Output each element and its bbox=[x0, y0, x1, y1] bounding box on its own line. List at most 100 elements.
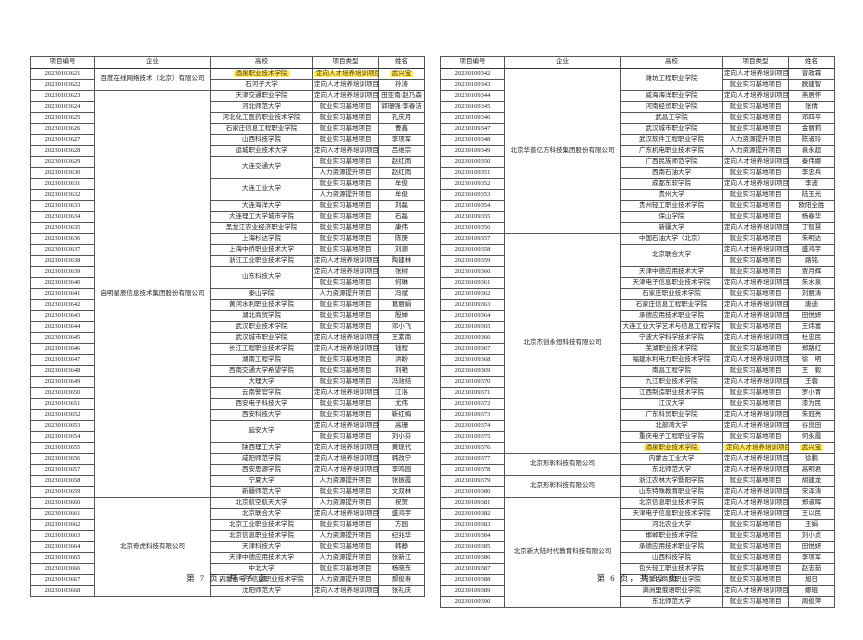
person-name-cell: 漆为民 bbox=[788, 398, 835, 410]
school-cell: 承德应用技术职业学院 bbox=[620, 541, 723, 553]
school-cell: 西安思源学院 bbox=[210, 464, 313, 476]
project-id-cell: 20230103653 bbox=[30, 420, 95, 432]
person-name-cell: 郑淑晖 bbox=[788, 497, 835, 509]
project-type-cell: 就业实习基地项目 bbox=[312, 156, 379, 168]
school-cell: 北部湾大学 bbox=[620, 420, 723, 432]
project-id-cell: 20230103638 bbox=[30, 255, 95, 267]
project-id-cell: 20230109344 bbox=[440, 90, 505, 102]
school-cell: 长江工程职业技术学院 bbox=[210, 343, 313, 355]
table-row: 20230109347 武汉城市职业学院 就业实习基地项目 金丽莉 bbox=[440, 123, 835, 135]
project-type-cell: 定向人才培养培训项目 bbox=[722, 486, 789, 498]
project-type-cell: 定向人才培养培训项目 bbox=[722, 68, 789, 80]
person-name-cell: 欧阳全胜 bbox=[788, 200, 835, 212]
table-row: 20230109357 北京杰创永恒科技有限公司 中国石油大学（北京） 就业实习基地项… bbox=[440, 233, 835, 454]
table-row: 20230103641 泰山学院 人力资源提升项目 冯斌 bbox=[30, 288, 425, 300]
person-name-cell: 张礼庆 bbox=[378, 585, 425, 597]
project-type-cell: 定向人才培养培训项目 bbox=[722, 453, 789, 465]
project-id-cell: 20230103645 bbox=[30, 332, 95, 344]
project-type-cell: 定向人才培养培训项目 bbox=[312, 508, 379, 520]
project-id-cell: 20230109384 bbox=[440, 530, 505, 542]
right-table-container: 项目编号 企业 高校 项目类型 姓名 20230109342 北京华普亿方科技集团… bbox=[440, 56, 835, 608]
project-type-cell: 定向人才培养培训项目 bbox=[722, 277, 789, 289]
person-name-cell: 康伟 bbox=[378, 222, 425, 234]
school-cell: 江汉大学 bbox=[620, 398, 723, 410]
person-name-cell: 钱程 bbox=[378, 343, 425, 355]
project-type-cell: 就业实习基地项目 bbox=[312, 398, 379, 410]
person-name-cell: 李项军 bbox=[378, 134, 425, 146]
school-cell: 大连海洋大学 bbox=[210, 200, 313, 212]
project-type-cell: 就业实习基地项目 bbox=[722, 112, 789, 124]
project-id-cell: 20230109390 bbox=[440, 596, 505, 608]
project-type-cell: 就业实习基地项目 bbox=[312, 299, 379, 311]
school-cell: 西安电子科技大学 bbox=[210, 398, 313, 410]
school-cell: 浙江工业职业技术学院 bbox=[210, 255, 313, 267]
project-type-cell: 就业实习基地项目 bbox=[312, 211, 379, 223]
project-id-cell: 20230103642 bbox=[30, 299, 95, 311]
school-cell: 山东特殊教育职业学院 bbox=[620, 486, 723, 498]
project-type-cell: 人力资源提升项目 bbox=[722, 145, 789, 157]
page-number-left: 第 7 页，共 75 页 bbox=[186, 573, 268, 583]
table-row: 20230103657 西安思源学院 定向人才培养培训项目 李鸣园 bbox=[30, 464, 425, 476]
table-row: 20230109384 邯郸职业技术学院 就业实习基地项目 刘小贞 bbox=[440, 530, 835, 542]
person-name-cell: 盛鸿宇 bbox=[378, 508, 425, 520]
person-name-cell: 江洛 bbox=[378, 387, 425, 399]
person-name-cell: 牟俊 bbox=[378, 178, 425, 190]
school-cell: 贵州轻工职业技术学院 bbox=[620, 200, 723, 212]
table-row: 20230103664 天津科技大学 就业实习基地项目 韩静 bbox=[30, 541, 425, 553]
school-cell: 山西科技学院 bbox=[210, 134, 313, 146]
project-id-cell: 20230103628 bbox=[30, 145, 95, 157]
col-header-project-type: 项目类型 bbox=[312, 56, 379, 69]
project-type-cell: 定向人才培养培训项目 bbox=[722, 376, 789, 388]
person-name-cell: 李项军 bbox=[788, 552, 835, 564]
project-type-cell: 就业实习基地项目 bbox=[312, 365, 379, 377]
project-type-cell: 定向人才培养培训项目 bbox=[312, 343, 379, 355]
project-type-cell: 就业实习基地项目 bbox=[312, 200, 379, 212]
project-type-cell: 就业实习基地项目 bbox=[722, 431, 789, 443]
project-type-cell: 定向人才培养培训项目 bbox=[722, 585, 789, 597]
person-name-cell: 娜琨 bbox=[788, 585, 835, 597]
school-cell: 石家庄信息工程职业学院 bbox=[210, 123, 313, 135]
project-id-cell: 20230103629 bbox=[30, 156, 95, 168]
project-type-cell: 定向人才培养培训项目 bbox=[722, 497, 789, 509]
table-row: 20230109381 北京新大陆时代教育科技有限公司 北京信息职业技术学院 定向人才… bbox=[440, 497, 835, 608]
person-name-cell: 田悦妍 bbox=[788, 541, 835, 553]
project-type-cell: 就业实习基地项目 bbox=[312, 310, 379, 322]
table-row: 20230109385 承德应用技术职业学院 就业实习基地项目 田悦妍 bbox=[440, 541, 835, 553]
project-id-cell: 20230103657 bbox=[30, 464, 95, 476]
person-name-cell: 杜忠民 bbox=[788, 332, 835, 344]
person-name-cell: 冯效结 bbox=[378, 376, 425, 388]
col-header-project-id: 项目编号 bbox=[30, 56, 95, 69]
person-name-cell: 石磊 bbox=[378, 211, 425, 223]
project-type-cell: 定向人才培养培训项目 bbox=[312, 255, 379, 267]
project-type-cell: 就业实习基地项目 bbox=[722, 189, 789, 201]
person-name-cell: 孔庆月 bbox=[378, 112, 425, 124]
project-type-cell: 就业实习基地项目 bbox=[722, 398, 789, 410]
table-row: 20230109348 武汉软件工程职业学院 人力资源提升项目 陈淑玲 bbox=[440, 134, 835, 146]
person-name-cell: 曹鑫 bbox=[378, 123, 425, 135]
project-id-cell: 20230109383 bbox=[440, 519, 505, 531]
person-name-cell: 丁智慧 bbox=[788, 222, 835, 234]
school-cell: 满洲里俄语职业学院 bbox=[620, 585, 723, 597]
table-row: 20230109374 北部湾大学 定向人才培养培训项目 谷良田 bbox=[440, 420, 835, 432]
project-id-cell: 20230103652 bbox=[30, 409, 95, 421]
project-id-cell: 20230103656 bbox=[30, 453, 95, 465]
school-cell: 运城职业技术大学 bbox=[210, 145, 313, 157]
person-name-cell: 王娟 bbox=[788, 519, 835, 531]
table-row: 20230109383 河北农业大学 就业实习基地项目 王娟 bbox=[440, 519, 835, 531]
table-row: 20230103643 湖北商贸学院 就业实习基地项目 殷婵 bbox=[30, 310, 425, 322]
project-id-cell: 20230109357 bbox=[440, 233, 505, 245]
project-type-cell: 就业实习基地项目 bbox=[312, 134, 379, 146]
project-id-cell: 20230103649 bbox=[30, 376, 95, 388]
project-type-cell: 就业实习基地项目 bbox=[312, 178, 379, 190]
project-type-cell: 定向人才培养培训项目 bbox=[722, 420, 789, 432]
project-type-cell: 就业实习基地项目 bbox=[312, 354, 379, 366]
project-id-cell: 20230109386 bbox=[440, 552, 505, 564]
table-row: 20230109375 重庆电子工程职业学院 就业实习基地项目 何永霞 bbox=[440, 431, 835, 443]
col-header-school: 高校 bbox=[210, 56, 313, 69]
table-row: 20230109358 北京联合大学 定向人才培养培训项目 盛鸿宇 bbox=[440, 244, 835, 267]
person-name-cell: 秦伟娜 bbox=[788, 156, 835, 168]
project-id-cell: 20230103646 bbox=[30, 343, 95, 355]
school-cell: 武汉软件工程职业学院 bbox=[620, 134, 723, 146]
person-name-cell: 赵红雨 bbox=[378, 156, 425, 168]
table-row: 20230103628 运城职业技术大学 定向人才培养培训项目 吕维宗 bbox=[30, 145, 425, 157]
